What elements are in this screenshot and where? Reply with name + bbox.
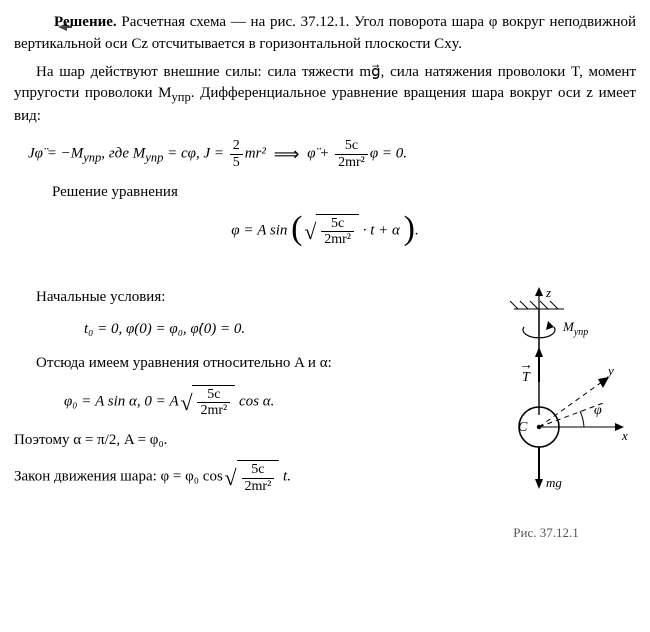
para-3: Решение уравнения: [14, 182, 636, 204]
para-2: На шар действуют внешние силы: сила тяже…: [14, 62, 636, 129]
lead-word: Решение.: [54, 14, 117, 30]
para-1: Решение. Расчетная схема — на рис. 37.12…: [14, 12, 636, 56]
equation-4: φ₀ = A sin α, 0 = A 5c2mr² cos α.: [14, 385, 450, 419]
label-C: C: [518, 420, 528, 435]
equation-3: t₀ = 0, φ(0) = φ₀, φ̇(0) = 0.: [14, 319, 450, 341]
left-column: Начальные условия: t₀ = 0, φ(0) = φ₀, φ̇…: [14, 287, 450, 500]
label-phi: φ: [594, 403, 602, 418]
lower-block: Начальные условия: t₀ = 0, φ(0) = φ₀, φ̇…: [14, 287, 636, 543]
label-mg: mg⃗: [546, 475, 572, 490]
label-z: z: [545, 287, 551, 300]
label-y: y: [606, 363, 614, 378]
figure-column: z Mупр → T C x y φ: [450, 287, 636, 543]
label-T: T: [522, 370, 531, 385]
para-7: Закон движения шара: φ = φ₀ cos 5c2mr² t…: [14, 460, 450, 494]
label-x: x: [621, 428, 628, 443]
eq1-a: Jφ̈ = −M: [28, 145, 83, 161]
para-5: Отсюда имеем уравнения относительно A и …: [14, 353, 450, 375]
figure-diagram: z Mупр → T C x y φ: [456, 287, 631, 512]
para-6: Поэтому α = π/2, A = φ₀.: [14, 430, 450, 452]
equation-1: Jφ̈ = −Mупр, где Mупр = cφ, J = 25mr² ⟹ …: [14, 138, 636, 170]
para-4: Начальные условия:: [14, 287, 450, 309]
p2-sub: упр: [172, 90, 191, 104]
implies-arrow: ⟹: [270, 141, 304, 167]
figure-caption: Рис. 37.12.1: [456, 524, 636, 543]
svg-text:Mупр: Mупр: [562, 319, 588, 338]
pointer-icon: [36, 18, 50, 28]
equation-2: φ = A sin ( 5c2mr² · t + α ).: [14, 214, 636, 248]
